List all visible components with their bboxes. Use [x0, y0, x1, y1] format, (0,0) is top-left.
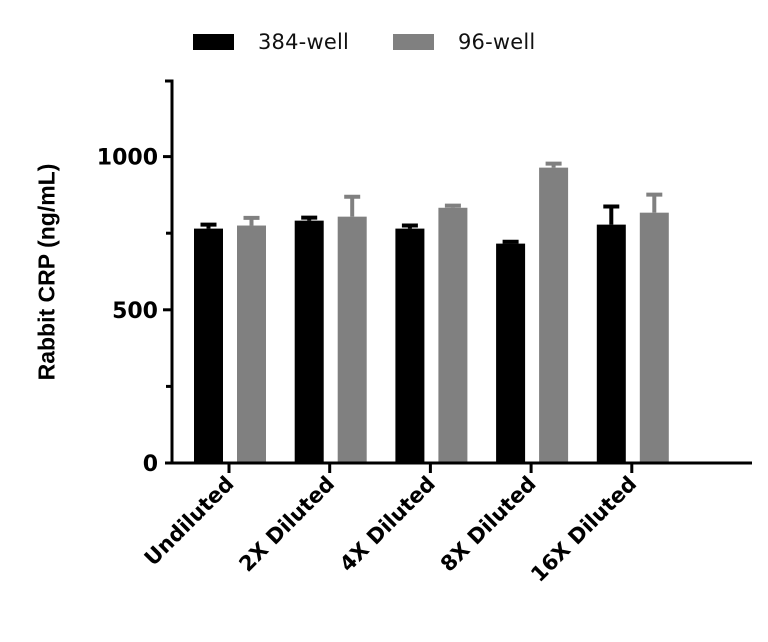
bar-group — [639, 192, 669, 463]
y-tick-labels: 0 500 1000 — [97, 146, 158, 477]
x-tick-label: 8X Diluted — [436, 472, 541, 577]
bar — [337, 216, 367, 463]
bar-group — [294, 215, 324, 463]
chart-legend: 384-well 96-well — [0, 30, 768, 60]
bar-group — [596, 204, 626, 463]
bars-group — [194, 161, 669, 463]
axes-group — [163, 79, 752, 473]
bar-group — [337, 194, 367, 463]
bar-group — [496, 239, 526, 463]
x-tick-label: 16X Diluted — [526, 472, 641, 587]
bar — [496, 243, 526, 463]
bar — [539, 167, 569, 463]
bar — [294, 220, 324, 463]
legend-swatch-384-well — [193, 34, 234, 50]
bar — [194, 228, 223, 463]
y-tick-label: 0 — [143, 452, 158, 477]
bar — [237, 225, 266, 463]
bar — [639, 212, 669, 463]
bar-group — [395, 223, 425, 463]
legend-item-96-well: 96-well — [393, 30, 535, 54]
legend-label: 384-well — [258, 30, 350, 54]
y-tick-label: 500 — [112, 299, 158, 324]
bar-group — [237, 215, 266, 463]
y-tick-label: 1000 — [97, 146, 158, 171]
x-tick-label: 2X Diluted — [234, 472, 339, 577]
legend-item-384-well: 384-well — [193, 30, 349, 54]
legend-swatch-96-well — [393, 34, 434, 50]
bar-group — [539, 161, 569, 463]
x-tick-label: 4X Diluted — [335, 472, 440, 577]
bar — [395, 228, 425, 463]
bar-group — [438, 203, 468, 463]
bar — [438, 207, 468, 463]
x-tick-label: Undiluted — [140, 472, 239, 571]
legend-label: 96-well — [458, 30, 536, 54]
bar-group — [194, 222, 223, 463]
bar — [596, 224, 626, 463]
